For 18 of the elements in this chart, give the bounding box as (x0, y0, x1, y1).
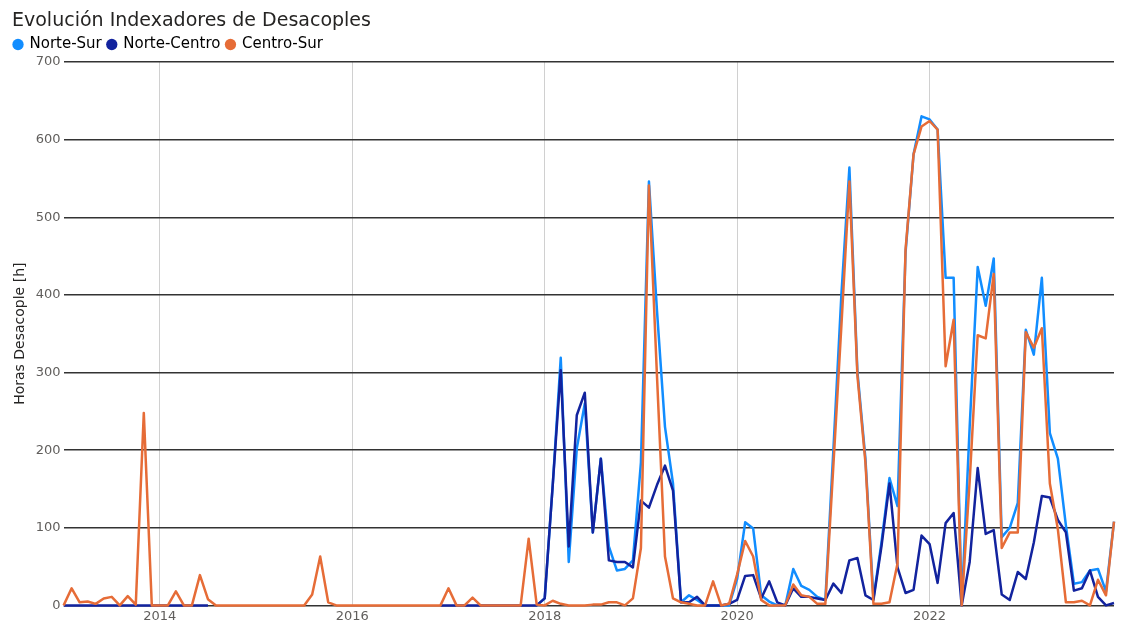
legend-label: Norte-Centro (123, 34, 221, 53)
x-tick-label: 2020 (720, 607, 754, 623)
y-tick-label: 0 (52, 596, 61, 612)
legend-label: Norte-Sur (29, 34, 103, 53)
x-tick-label: 2018 (528, 607, 562, 623)
y-tick-label: 600 (35, 131, 61, 146)
y-tick-label: 300 (35, 363, 61, 379)
x-tick-label: 2014 (143, 607, 177, 623)
y-tick-label: 400 (35, 286, 61, 302)
x-tick-label: 2016 (335, 607, 369, 623)
y-tick-label: 100 (35, 519, 61, 535)
legend-label: Centro-Sur (241, 34, 324, 53)
y-tick-label: 700 (35, 53, 61, 69)
chart-title: Evolución Indexadores de Desacoples (12, 8, 371, 30)
y-tick-label: 200 (35, 441, 61, 457)
x-tick-label: 2022 (913, 607, 947, 623)
y-axis-title: Horas Desacople [h] (11, 262, 28, 405)
y-tick-label: 500 (35, 208, 61, 224)
